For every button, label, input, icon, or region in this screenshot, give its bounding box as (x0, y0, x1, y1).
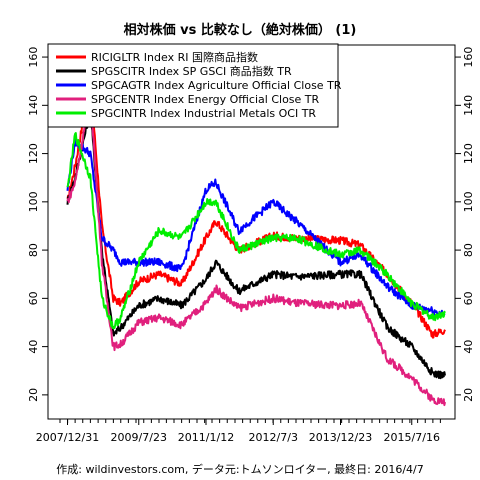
x-tick-label: 2012/7/3 (249, 431, 298, 444)
legend-box (47, 43, 339, 128)
legend-label-1: RICIGLTR Index RI 国際商品指数 (91, 50, 258, 64)
y-tick-label-right: 20 (462, 388, 475, 402)
y-tick-label-right: 80 (462, 243, 475, 257)
y-tick-label-right: 60 (462, 291, 475, 305)
legend-label-4: SPGCENTR Index Energy Official Close TR (91, 93, 320, 106)
x-tick-label: 2009/7/23 (111, 431, 167, 444)
x-tick-label: 2011/1/12 (178, 431, 234, 444)
series-layer (66, 79, 446, 407)
x-tick-label: 2007/12/31 (36, 431, 99, 444)
series-line-3 (66, 136, 446, 317)
x-tick-label: 2015/7/16 (384, 431, 440, 444)
y-tick-label-right: 160 (462, 47, 475, 68)
y-tick-label-right: 40 (462, 340, 475, 354)
axis-layer: 20 20 40 40 60 60 80 80 100 100 120 120 140 140 160 160… (27, 47, 475, 444)
series-line-4 (66, 93, 446, 407)
legend-label-3: SPGCAGTR Index Agriculture Official Clos… (91, 79, 342, 92)
y-tick-label-left: 40 (27, 340, 40, 354)
chart-title: 相対株価 vs 比較なし（絶対株価） (1) (124, 22, 357, 38)
y-tick-label-left: 60 (27, 291, 40, 305)
series-line-5 (66, 132, 446, 330)
y-tick-label-left: 140 (27, 95, 40, 116)
series-line-2 (66, 111, 446, 380)
y-tick-label-left: 160 (27, 47, 40, 68)
y-tick-label-left: 100 (27, 191, 40, 212)
y-tick-label-right: 120 (462, 143, 475, 164)
y-tick-label-right: 140 (462, 95, 475, 116)
y-tick-label-left: 20 (27, 388, 40, 402)
y-tick-label-right: 100 (462, 191, 475, 212)
y-tick-label-left: 80 (27, 243, 40, 257)
legend-label-2: SPGSCITR Index SP GSCI 商品指数 TR (91, 64, 292, 78)
y-tick-label-left: 120 (27, 143, 40, 164)
chart-caption: 作成: wildinvestors.com, データ元:トムソンロイター, 最終… (56, 462, 423, 476)
legend-label-5: SPGCINTR Index Industrial Metals OCI TR (91, 107, 316, 120)
x-tick-label: 2013/12/23 (309, 431, 372, 444)
